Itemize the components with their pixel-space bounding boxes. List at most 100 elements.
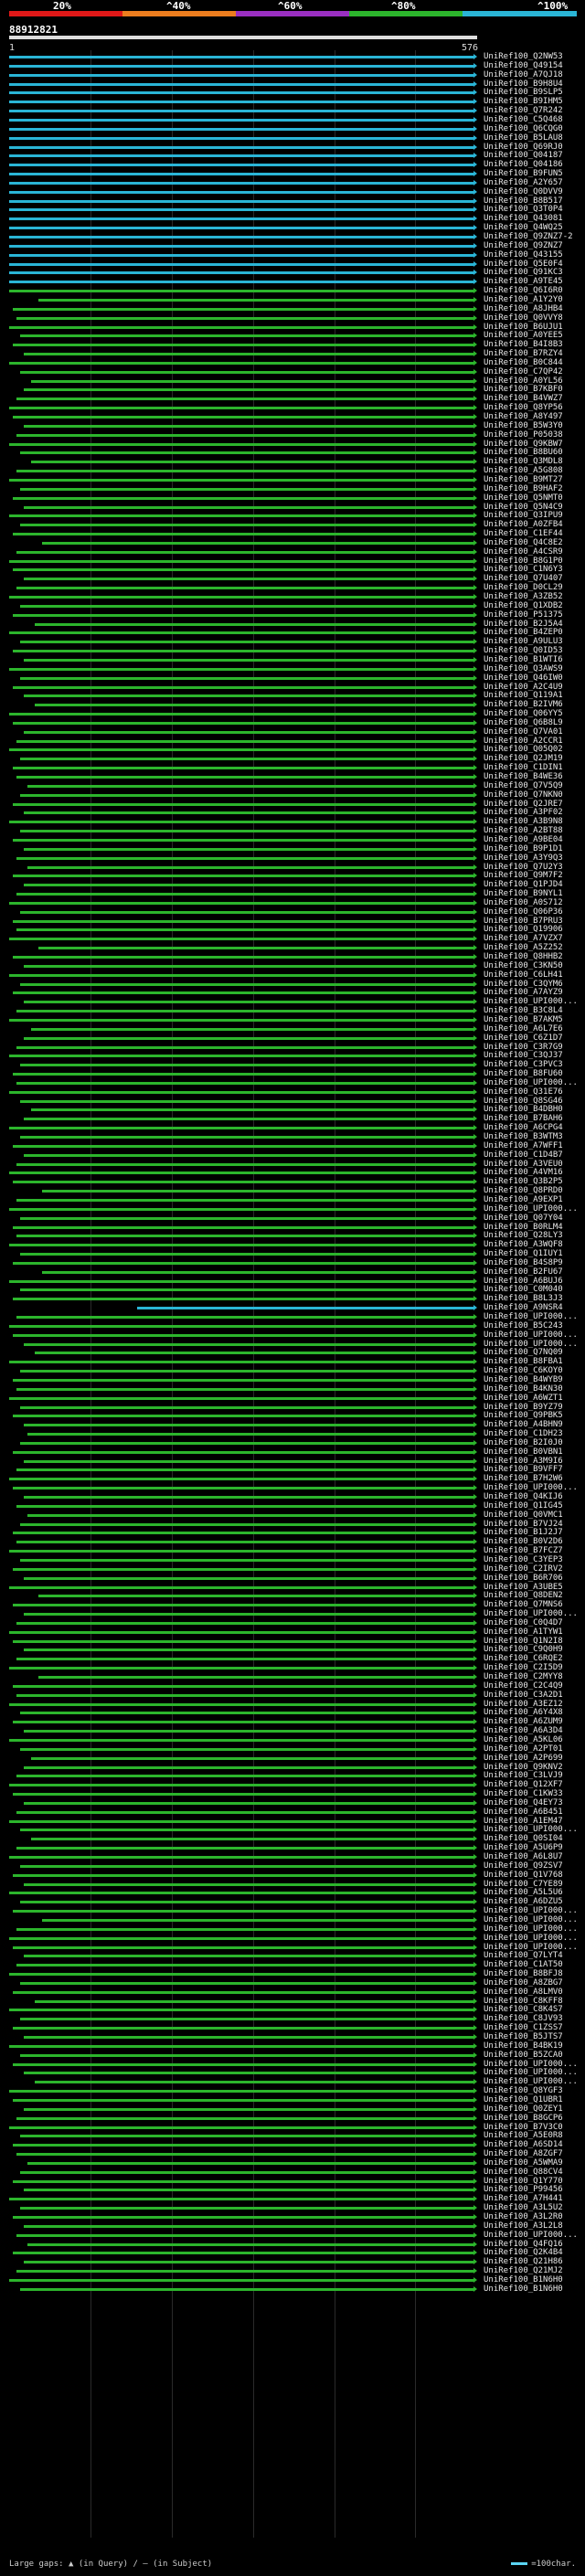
hit-label[interactable]: UniRef100_Q7VA01 bbox=[484, 726, 563, 737]
hit-row[interactable]: UniRef100_B9SLP5 bbox=[0, 88, 585, 98]
hit-label[interactable]: UniRef100_B6UJU1 bbox=[484, 322, 563, 332]
hit-row[interactable]: UniRef100_B4I8B3 bbox=[0, 340, 585, 350]
hit-row[interactable]: UniRef100_C8K4S7 bbox=[0, 2005, 585, 2015]
hit-row[interactable]: UniRef100_Q69RJ0 bbox=[0, 143, 585, 153]
hit-label[interactable]: UniRef100_C3KN50 bbox=[484, 960, 563, 970]
hit-row[interactable]: UniRef100_B9P1D1 bbox=[0, 844, 585, 854]
hit-label[interactable]: UniRef100_A4CSR9 bbox=[484, 546, 563, 557]
hit-label[interactable]: UniRef100_A6A3D4 bbox=[484, 1726, 563, 1736]
hit-row[interactable]: UniRef100_A8Y497 bbox=[0, 412, 585, 422]
hit-label[interactable]: UniRef100_C1KW33 bbox=[484, 1789, 563, 1799]
hit-row[interactable]: UniRef100_Q07Y04 bbox=[0, 1214, 585, 1224]
hit-label[interactable]: UniRef100_Q06P36 bbox=[484, 906, 563, 917]
hit-row[interactable]: UniRef100_B8GCP6 bbox=[0, 2114, 585, 2124]
hit-label[interactable]: UniRef100_Q0ZEY1 bbox=[484, 2104, 563, 2114]
hit-row[interactable]: UniRef100_UPI000... bbox=[0, 1330, 585, 1341]
hit-row[interactable]: UniRef100_A6B451 bbox=[0, 1807, 585, 1818]
hit-label[interactable]: UniRef100_Q1N2I8 bbox=[484, 1636, 563, 1646]
hit-row[interactable]: UniRef100_Q31E76 bbox=[0, 1087, 585, 1097]
hit-label[interactable]: UniRef100_B7BAH6 bbox=[484, 1114, 563, 1124]
hit-label[interactable]: UniRef100_D0CL29 bbox=[484, 583, 563, 593]
hit-row[interactable]: UniRef100_A6CPG4 bbox=[0, 1123, 585, 1133]
hit-label[interactable]: UniRef100_A3WQF8 bbox=[484, 1240, 563, 1250]
hit-label[interactable]: UniRef100_C1AT50 bbox=[484, 1960, 563, 1970]
hit-row[interactable]: UniRef100_Q5NMT0 bbox=[0, 493, 585, 504]
hit-row[interactable]: UniRef100_A4BHN9 bbox=[0, 1420, 585, 1430]
hit-row[interactable]: UniRef100_A3EZ12 bbox=[0, 1700, 585, 1710]
hit-label[interactable]: UniRef100_A6WZT1 bbox=[484, 1393, 563, 1403]
hit-label[interactable]: UniRef100_Q7NQ09 bbox=[484, 1348, 563, 1358]
hit-row[interactable]: UniRef100_UPI000... bbox=[0, 1078, 585, 1088]
hit-row[interactable]: UniRef100_Q6CQG0 bbox=[0, 124, 585, 134]
hit-row[interactable]: UniRef100_Q4C8E2 bbox=[0, 538, 585, 548]
hit-label[interactable]: UniRef100_B9FUN5 bbox=[484, 169, 563, 179]
hit-row[interactable]: UniRef100_UPI000... bbox=[0, 2068, 585, 2078]
hit-label[interactable]: UniRef100_Q4FQ16 bbox=[484, 2239, 563, 2249]
hit-label[interactable]: UniRef100_A2PT01 bbox=[484, 1744, 563, 1754]
hit-label[interactable]: UniRef100_C7QP42 bbox=[484, 366, 563, 376]
hit-row[interactable]: UniRef100_Q19906 bbox=[0, 925, 585, 935]
hit-row[interactable]: UniRef100_Q119A1 bbox=[0, 691, 585, 701]
hit-row[interactable]: UniRef100_B7H2W6 bbox=[0, 1474, 585, 1484]
hit-row[interactable]: UniRef100_B2FU67 bbox=[0, 1267, 585, 1277]
hit-row[interactable]: UniRef100_B9IHM5 bbox=[0, 97, 585, 107]
hit-label[interactable]: UniRef100_B8G1P0 bbox=[484, 556, 563, 566]
hit-row[interactable]: UniRef100_B9YZ79 bbox=[0, 1403, 585, 1413]
hit-label[interactable]: UniRef100_C8JV93 bbox=[484, 2014, 563, 2024]
hit-row[interactable]: UniRef100_Q9ZNZ7 bbox=[0, 241, 585, 251]
hit-label[interactable]: UniRef100_A6L7E6 bbox=[484, 1023, 563, 1034]
hit-label[interactable]: UniRef100_A2BT88 bbox=[484, 826, 563, 836]
hit-label[interactable]: UniRef100_Q7V5Q9 bbox=[484, 780, 563, 790]
hit-label[interactable]: UniRef100_A3PF02 bbox=[484, 808, 563, 818]
hit-row[interactable]: UniRef100_C1EF44 bbox=[0, 529, 585, 539]
hit-label[interactable]: UniRef100_B9NYL1 bbox=[484, 889, 563, 899]
hit-label[interactable]: UniRef100_Q7NKN0 bbox=[484, 790, 563, 800]
hit-label[interactable]: UniRef100_Q1UBR1 bbox=[484, 2094, 563, 2104]
hit-row[interactable]: UniRef100_A2PT01 bbox=[0, 1744, 585, 1754]
hit-row[interactable]: UniRef100_P99456 bbox=[0, 2185, 585, 2195]
hit-row[interactable]: UniRef100_A5G808 bbox=[0, 466, 585, 476]
hit-label[interactable]: UniRef100_B8BU60 bbox=[484, 448, 563, 458]
hit-label[interactable]: UniRef100_Q3AWS9 bbox=[484, 663, 563, 673]
hit-row[interactable]: UniRef100_Q7U2Y3 bbox=[0, 863, 585, 873]
hit-row[interactable]: UniRef100_C3R7G9 bbox=[0, 1042, 585, 1053]
hit-row[interactable]: UniRef100_B0RLM4 bbox=[0, 1223, 585, 1233]
hit-label[interactable]: UniRef100_Q46IW0 bbox=[484, 673, 563, 683]
hit-label[interactable]: UniRef100_B4KN30 bbox=[484, 1383, 563, 1394]
hit-label[interactable]: UniRef100_Q1PJD4 bbox=[484, 880, 563, 890]
hit-label[interactable]: UniRef100_C7YE89 bbox=[484, 1879, 563, 1889]
hit-row[interactable]: UniRef100_C3A2D1 bbox=[0, 1691, 585, 1701]
hit-label[interactable]: UniRef100_UPI000... bbox=[484, 1330, 578, 1340]
hit-label[interactable]: UniRef100_UPI000... bbox=[484, 1825, 578, 1835]
hit-row[interactable]: UniRef100_A5WMA9 bbox=[0, 2158, 585, 2168]
hit-row[interactable]: UniRef100_A9EXP1 bbox=[0, 1195, 585, 1205]
hit-label[interactable]: UniRef100_A6ZUM9 bbox=[484, 1717, 563, 1727]
hit-label[interactable]: UniRef100_Q9ZNZ7-2 bbox=[484, 232, 573, 241]
hit-row[interactable]: UniRef100_A7AYZ9 bbox=[0, 988, 585, 998]
hit-label[interactable]: UniRef100_C3R7G9 bbox=[484, 1042, 563, 1052]
hit-row[interactable]: UniRef100_A9TE45 bbox=[0, 277, 585, 287]
hit-label[interactable]: UniRef100_B8BFJ8 bbox=[484, 1969, 563, 1979]
hit-label[interactable]: UniRef100_B5LAU8 bbox=[484, 133, 563, 143]
hit-row[interactable]: UniRef100_A6A3D4 bbox=[0, 1726, 585, 1736]
hit-row[interactable]: UniRef100_A3M9I6 bbox=[0, 1457, 585, 1467]
hit-row[interactable]: UniRef100_A9BE04 bbox=[0, 835, 585, 845]
hit-row[interactable]: UniRef100_P05038 bbox=[0, 430, 585, 440]
hit-label[interactable]: UniRef100_A3UBE5 bbox=[484, 1582, 563, 1592]
hit-label[interactable]: UniRef100_Q8YGF3 bbox=[484, 2086, 563, 2096]
hit-row[interactable]: UniRef100_A1Y2Y0 bbox=[0, 295, 585, 305]
hit-row[interactable]: UniRef100_Q04186 bbox=[0, 160, 585, 170]
hit-label[interactable]: UniRef100_A8Y497 bbox=[484, 412, 563, 421]
hit-label[interactable]: UniRef100_A2P699 bbox=[484, 1753, 563, 1763]
hit-row[interactable]: UniRef100_Q1IUY1 bbox=[0, 1249, 585, 1259]
hit-label[interactable]: UniRef100_A4VM16 bbox=[484, 1168, 563, 1178]
hit-row[interactable]: UniRef100_UPI000... bbox=[0, 2077, 585, 2087]
hit-label[interactable]: UniRef100_A0S712 bbox=[484, 897, 563, 907]
hit-row[interactable]: UniRef100_C9Q0H9 bbox=[0, 1645, 585, 1655]
hit-row[interactable]: UniRef100_A8JHB4 bbox=[0, 304, 585, 314]
hit-row[interactable]: UniRef100_Q91KC3 bbox=[0, 268, 585, 278]
hit-label[interactable]: UniRef100_UPI000... bbox=[484, 997, 578, 1007]
hit-label[interactable]: UniRef100_B8B517 bbox=[484, 196, 563, 206]
hit-label[interactable]: UniRef100_C3A2D1 bbox=[484, 1690, 563, 1700]
hit-row[interactable]: UniRef100_A7H441 bbox=[0, 2194, 585, 2204]
